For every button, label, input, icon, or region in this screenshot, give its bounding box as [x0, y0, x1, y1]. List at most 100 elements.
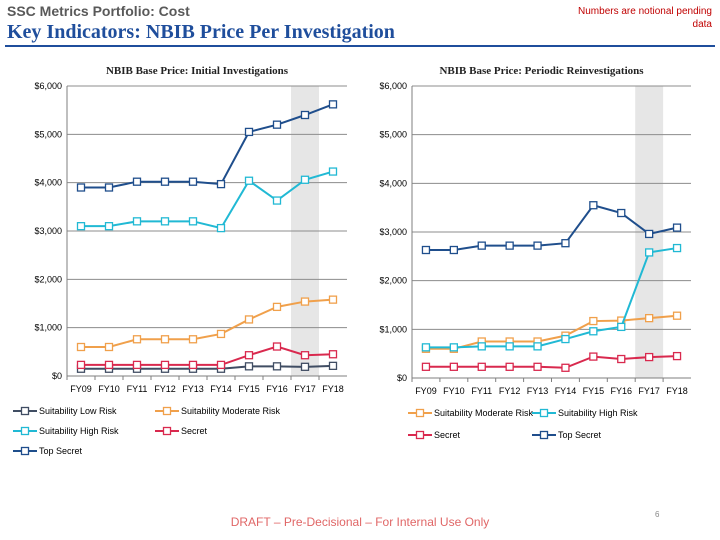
legend-label: Suitability High Risk: [39, 426, 119, 436]
page-number: 6: [655, 510, 660, 519]
data-point-top-secret: [216, 179, 226, 189]
data-point-suitability-moderate-risk: [589, 316, 598, 326]
chart-svg: NBIB Base Price: Initial Investigations $…: [34, 65, 347, 394]
y-tick-label: $3,000: [34, 226, 62, 236]
series-line-suitability-low-risk: [81, 364, 334, 370]
x-tick-label: FY17: [294, 384, 316, 394]
legend-swatch: [13, 426, 37, 436]
x-tick-label: FY14: [210, 384, 232, 394]
data-point-secret: [244, 351, 254, 360]
x-tick-label: FY10: [98, 384, 120, 394]
data-point-suitability-moderate-risk: [104, 342, 114, 352]
data-point-suitability-moderate-risk: [272, 302, 282, 312]
legend-swatch: [408, 408, 432, 418]
data-point-suitability-high-risk: [672, 243, 682, 253]
data-point-top-secret: [244, 127, 254, 137]
data-point-secret: [617, 354, 626, 364]
data-point-secret: [160, 360, 170, 370]
y-tick-label: $4,000: [379, 178, 407, 188]
data-point-secret: [104, 360, 114, 370]
data-point-top-secret: [561, 239, 570, 248]
legend-swatch: [408, 430, 432, 440]
series-line-suitability-moderate-risk: [81, 298, 334, 348]
data-point-secret: [421, 362, 431, 371]
data-point-suitability-high-risk: [160, 217, 170, 226]
supertitle: SSC Metrics Portfolio: Cost: [7, 3, 190, 19]
data-point-secret: [188, 360, 198, 370]
x-tick-label: FY12: [499, 386, 521, 396]
data-point-top-secret: [328, 100, 338, 109]
data-point-suitability-high-risk: [104, 222, 114, 231]
data-point-secret: [449, 362, 458, 371]
data-point-suitability-high-risk: [132, 217, 142, 226]
periodic-reinvestigations-chart: NBIB Base Price: Periodic Reinvestigatio…: [360, 58, 715, 468]
legend-item: Secret: [408, 430, 460, 440]
x-tick-label: FY09: [70, 384, 92, 394]
data-point-secret: [505, 362, 514, 371]
data-point-suitability-high-risk: [188, 217, 198, 226]
legend-label: Suitability Low Risk: [39, 406, 117, 416]
data-point-secret: [216, 360, 226, 370]
data-point-suitability-moderate-risk: [244, 315, 254, 324]
legend-swatch: [13, 446, 37, 456]
initial-investigations-chart: NBIB Base Price: Initial Investigations $…: [5, 58, 360, 468]
data-point-suitability-high-risk: [533, 342, 542, 351]
x-tick-label: FY15: [238, 384, 260, 394]
data-point-suitability-high-risk: [589, 327, 598, 336]
data-point-top-secret: [104, 183, 114, 192]
data-point-secret: [589, 352, 598, 361]
y-tick-label: $3,000: [379, 227, 407, 237]
data-point-suitability-high-risk: [505, 342, 514, 351]
data-point-suitability-high-risk: [561, 334, 570, 344]
x-tick-label: FY16: [610, 386, 632, 396]
data-point-suitability-high-risk: [328, 167, 338, 176]
data-point-suitability-moderate-risk: [672, 311, 682, 320]
legend-item: Suitability High Risk: [13, 426, 119, 436]
y-tick-label: $5,000: [379, 130, 407, 140]
legend-item: Suitability Moderate Risk: [155, 406, 280, 416]
data-point-suitability-moderate-risk: [76, 342, 86, 352]
data-point-suitability-low-risk: [244, 362, 254, 371]
legend-item: Suitability Low Risk: [13, 406, 117, 416]
series-line-top-secret: [81, 103, 334, 189]
legend-item: Suitability High Risk: [532, 408, 638, 418]
data-point-suitability-high-risk: [477, 342, 486, 351]
page-title: Key Indicators: NBIB Price Per Investiga…: [7, 21, 395, 43]
y-tick-label: $0: [397, 373, 407, 383]
data-point-secret: [672, 351, 682, 361]
series-line-top-secret: [425, 204, 678, 252]
data-point-top-secret: [132, 177, 142, 186]
legend-label: Suitability Moderate Risk: [434, 408, 534, 418]
data-point-suitability-high-risk: [421, 343, 431, 352]
data-point-suitability-moderate-risk: [132, 335, 142, 344]
legend-label: Top Secret: [39, 446, 83, 456]
legend-label: Suitability Moderate Risk: [181, 406, 281, 416]
y-tick-label: $6,000: [379, 81, 407, 91]
data-point-top-secret: [505, 241, 514, 250]
x-tick-label: FY10: [443, 386, 465, 396]
legend-swatch: [155, 406, 179, 416]
data-point-top-secret: [449, 245, 458, 255]
legend-swatch: [532, 408, 556, 418]
x-tick-label: FY15: [583, 386, 605, 396]
y-tick-label: $1,000: [34, 323, 62, 333]
x-tick-label: FY17: [638, 386, 660, 396]
x-tick-label: FY11: [471, 386, 492, 396]
data-point-suitability-moderate-risk: [300, 297, 310, 306]
data-point-top-secret: [76, 183, 86, 192]
data-point-top-secret: [421, 245, 431, 255]
y-tick-label: $6,000: [34, 81, 62, 91]
data-point-suitability-moderate-risk: [644, 313, 654, 323]
legend-item: Top Secret: [532, 430, 601, 440]
x-tick-label: FY09: [415, 386, 437, 396]
data-point-suitability-moderate-risk: [216, 329, 226, 339]
x-tick-label: FY18: [322, 384, 344, 394]
data-point-top-secret: [300, 110, 310, 120]
data-point-suitability-high-risk: [617, 322, 626, 332]
notional-notice: Numbers are notional pending data: [578, 6, 712, 30]
data-point-top-secret: [272, 120, 282, 129]
legend-label: Top Secret: [558, 430, 602, 440]
data-point-suitability-high-risk: [449, 343, 458, 352]
data-point-suitability-moderate-risk: [160, 335, 170, 344]
series-line-suitability-high-risk: [425, 247, 678, 349]
